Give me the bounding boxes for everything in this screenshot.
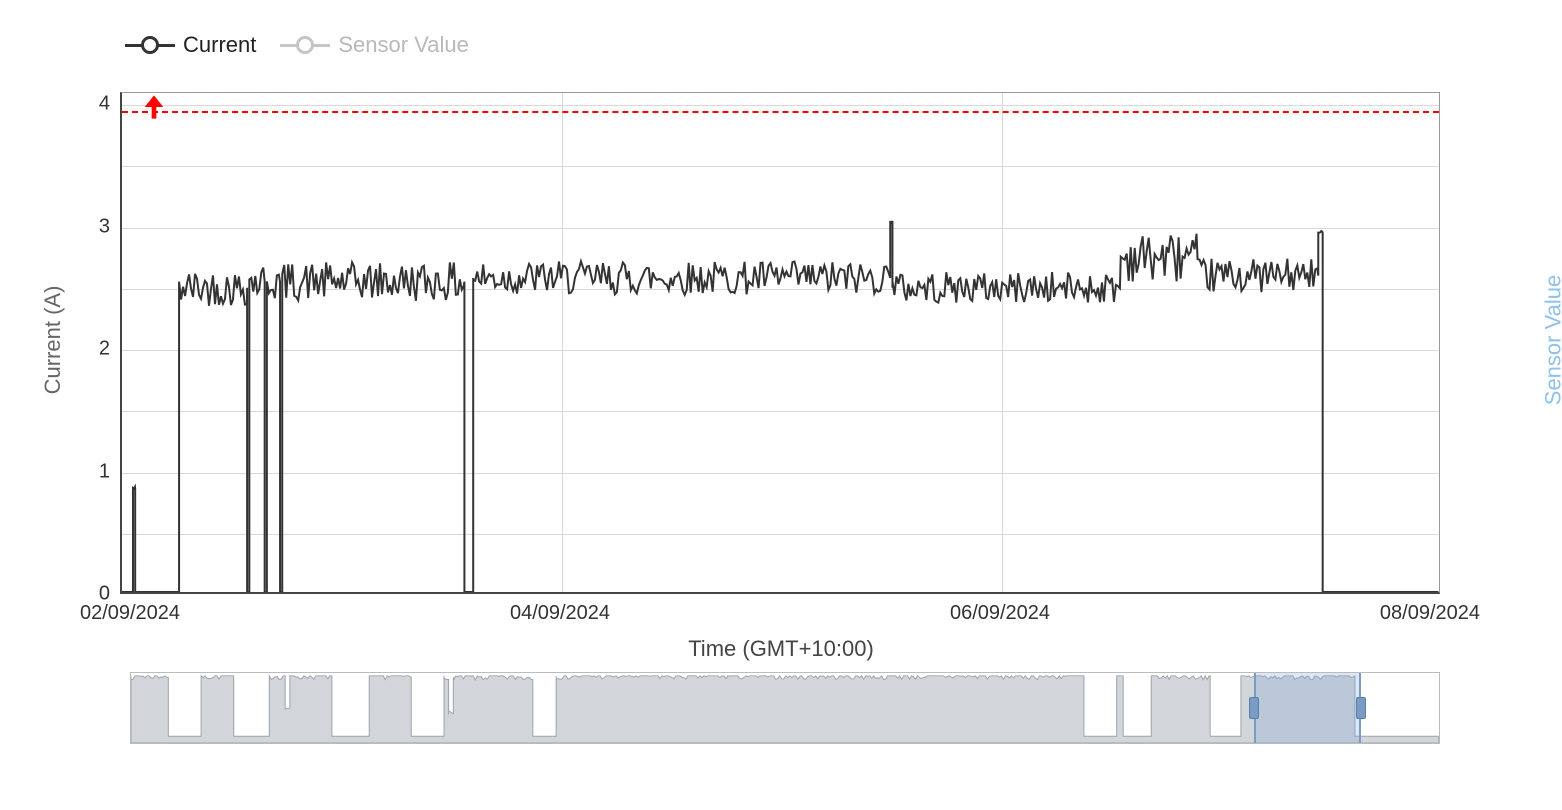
chart-container: Current Sensor Value Current (A) Sensor … [0,0,1562,810]
legend: Current Sensor Value [125,32,469,58]
x-tick-label: 08/09/2024 [1380,602,1480,625]
legend-label-sensor-value: Sensor Value [338,32,468,58]
navigator[interactable] [130,672,1440,744]
legend-marker-current [125,35,175,55]
y-tick-label: 2 [0,338,110,361]
x-tick-label: 06/09/2024 [950,602,1050,625]
navigator-overview [131,673,1439,743]
y-tick-label: 3 [0,215,110,238]
navigator-selection[interactable] [1254,673,1362,743]
navigator-handle-right[interactable] [1356,697,1366,719]
legend-item-sensor-value[interactable]: Sensor Value [280,32,468,58]
legend-item-current[interactable]: Current [125,32,256,58]
legend-label-current: Current [183,32,256,58]
x-tick-label: 02/09/2024 [80,602,180,625]
y-tick-label: 4 [0,93,110,116]
x-tick-label: 04/09/2024 [510,602,610,625]
x-axis-label: Time (GMT+10:00) [0,636,1562,662]
y2-axis-label: Sensor Value [1540,275,1562,405]
navigator-handle-left[interactable] [1249,697,1259,719]
legend-marker-sensor-value [280,35,330,55]
y-tick-label: 1 [0,460,110,483]
line-series-current [122,93,1439,592]
chart-plot-area[interactable] [120,92,1440,594]
